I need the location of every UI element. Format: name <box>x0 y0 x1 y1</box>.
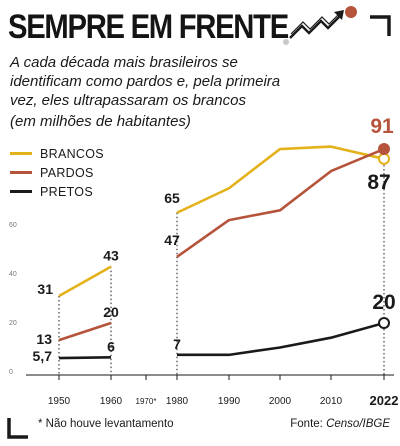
chart-subtitle: A cada década mais brasileiros se identi… <box>10 54 281 109</box>
x-tick-label-1990: 1990 <box>218 396 241 407</box>
series-line-pardos-1 <box>58 321 112 342</box>
data-label-pretos-1950: 5,7 <box>33 348 53 364</box>
footnote: * Não houve levantamento <box>38 418 174 430</box>
data-label-brancos-1950: 31 <box>37 281 53 297</box>
series-line-pretos-2 <box>177 321 385 357</box>
legend-label-pretos: PRETOS <box>40 184 93 199</box>
series-line-brancos-2 <box>176 145 385 214</box>
end-marker-pretos <box>378 317 390 329</box>
chart-legend: BRANCOS PARDOS PRETOS <box>10 144 104 201</box>
y-tick-label-20: 20 <box>9 320 17 327</box>
legend-item-brancos: BRANCOS <box>10 144 104 163</box>
x-tick-label-2010: 2010 <box>320 396 343 407</box>
source-note: Fonte: Censo/IBGE <box>290 418 390 430</box>
x-tick-label-1960: 1960 <box>100 396 123 407</box>
data-label-pretos-2022: 20 <box>372 291 395 314</box>
series-line-pardos-2 <box>176 147 385 258</box>
series-line-brancos-1 <box>58 265 112 298</box>
x-tick-label-1950: 1950 <box>48 396 71 407</box>
chart-title: SEMPRE EM FRENTE <box>8 8 289 46</box>
growth-arrow-icon <box>283 6 357 45</box>
data-label-pardos-1960: 20 <box>103 304 119 320</box>
x-tick-label-1980: 1980 <box>166 396 189 407</box>
y-tick-label-40: 40 <box>9 271 17 278</box>
y-tick-label-60: 60 <box>9 222 17 229</box>
units-label: (em milhões de habitantes) <box>10 113 191 130</box>
x-tick-label-2022: 2022 <box>370 393 399 408</box>
data-label-pretos-1960: 6 <box>107 338 115 354</box>
data-label-pardos-1980: 47 <box>164 232 180 248</box>
source-value: Censo/IBGE <box>326 418 390 430</box>
legend-swatch-pretos <box>10 190 32 193</box>
legend-swatch-pardos <box>10 171 32 174</box>
corner-bracket-icon <box>370 15 391 36</box>
legend-item-pretos: PRETOS <box>10 182 104 201</box>
end-marker-pardos <box>378 143 390 156</box>
legend-label-pardos: PARDOS <box>40 165 94 180</box>
legend-label-brancos: BRANCOS <box>40 146 104 161</box>
data-label-brancos-2022: 87 <box>367 171 390 194</box>
end-marker-brancos <box>378 152 390 165</box>
data-label-pardos-1950: 13 <box>36 331 52 347</box>
data-label-pretos-1980: 7 <box>173 336 181 352</box>
corner-bracket-bottom-icon <box>7 418 28 439</box>
source-label: Fonte: <box>290 418 323 430</box>
legend-swatch-brancos <box>10 152 32 155</box>
data-label-pardos-2022: 91 <box>370 115 394 138</box>
x-tick-label-2000: 2000 <box>269 396 292 407</box>
data-label-brancos-1980: 65 <box>164 190 180 206</box>
y-tick-label-0: 0 <box>9 369 13 376</box>
x-tick-label-1970*: 1970* <box>136 397 157 406</box>
series-line-pretos-1 <box>58 356 112 360</box>
legend-item-pardos: PARDOS <box>10 163 104 182</box>
data-label-brancos-1960: 43 <box>103 248 119 264</box>
